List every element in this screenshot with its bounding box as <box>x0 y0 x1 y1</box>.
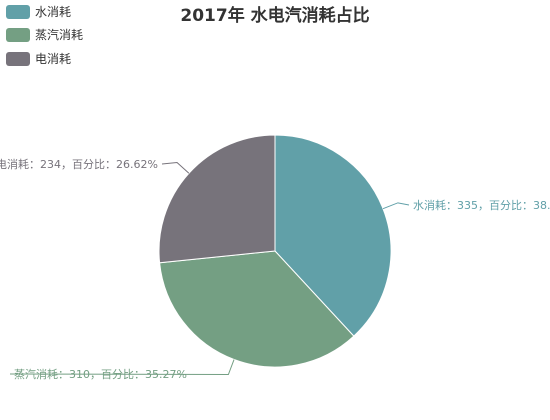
leader-line-electricity <box>161 162 190 174</box>
legend-label-electricity: 电消耗 <box>35 52 71 66</box>
label-leader-lines <box>9 162 410 375</box>
legend-item-water[interactable]: 水消耗 <box>6 5 71 19</box>
leader-line-steam <box>9 359 235 375</box>
slice-label-water: 水消耗：335，百分比：38.11% <box>413 198 550 212</box>
legend-swatch-steam <box>6 28 30 42</box>
pie-slice-electricity[interactable] <box>158 134 276 264</box>
slice-labels: 水消耗：335，百分比：38.11% 蒸汽消耗：310，百分比：35.27% 电消耗… <box>0 157 550 381</box>
legend-swatch-water <box>6 5 30 19</box>
slice-label-electricity: 电消耗：234，百分比：26.62% <box>0 157 158 171</box>
legend-label-water: 水消耗 <box>35 5 71 19</box>
pie-slice-steam[interactable] <box>159 250 355 368</box>
pie-slice-water[interactable] <box>274 134 392 337</box>
legend-item-steam[interactable]: 蒸汽消耗 <box>6 27 83 42</box>
leader-line-water <box>382 202 410 210</box>
slice-label-steam: 蒸汽消耗：310，百分比：35.27% <box>14 367 187 381</box>
legend-label-steam: 蒸汽消耗 <box>35 27 83 42</box>
chart-title: 2017年 水电汽消耗占比 <box>180 5 369 26</box>
legend: 水消耗 蒸汽消耗 电消耗 <box>6 5 83 66</box>
legend-swatch-electricity <box>6 52 30 66</box>
pie-slices <box>158 134 392 368</box>
legend-item-electricity[interactable]: 电消耗 <box>6 52 71 66</box>
